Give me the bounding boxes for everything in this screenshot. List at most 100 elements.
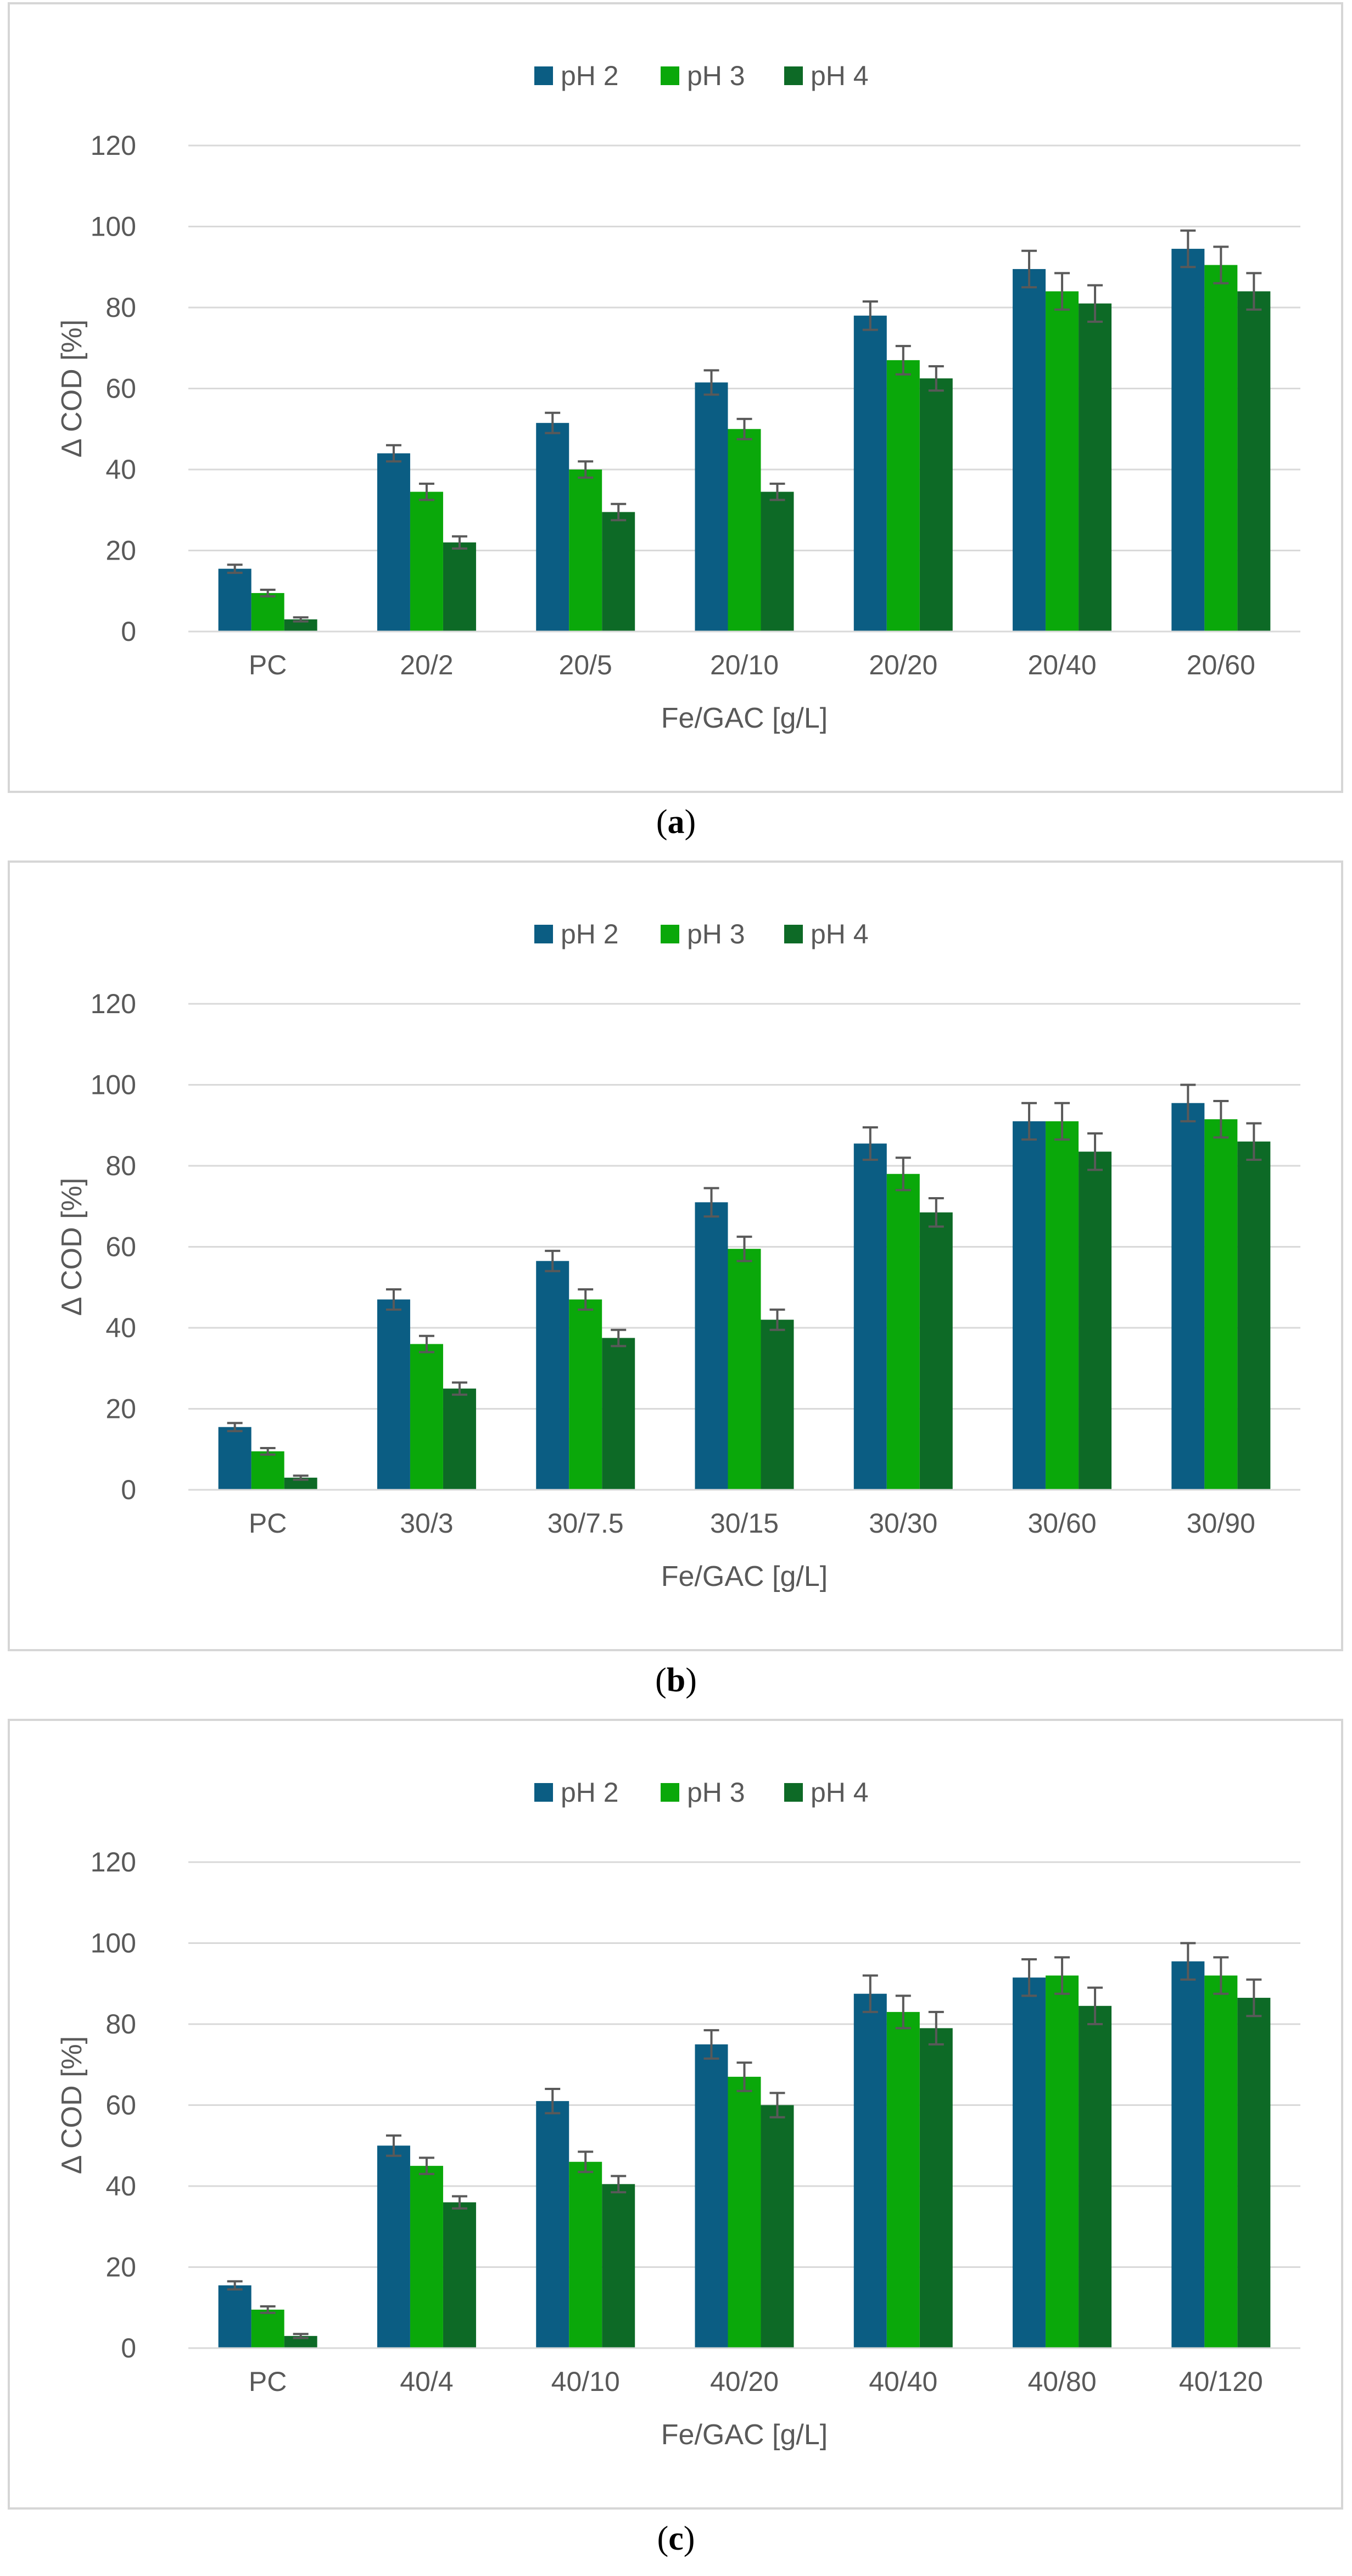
error-bar [260, 589, 276, 597]
x-axis-title: Fe/GAC [g/L] [661, 702, 828, 734]
panel-caption: (b) [655, 1662, 697, 1699]
y-tick-label: 80 [105, 2009, 136, 2039]
y-tick-label: 20 [105, 535, 136, 566]
error-bar [260, 1447, 276, 1456]
error-bar [928, 365, 944, 392]
chart-frame: 0 20 40 60 80 100 120 Δ COD [%] PC 40/4 40/10 40/20… [8, 1719, 1343, 2510]
error-bar [1246, 1122, 1262, 1161]
legend-item: pH 4 [784, 1777, 869, 1808]
bar [536, 1261, 569, 1490]
bar [853, 315, 887, 632]
error-bar [545, 2088, 561, 2115]
legend-label: pH 4 [811, 1777, 869, 1808]
legend-label: pH 3 [687, 1777, 745, 1808]
error-bar [1087, 1986, 1103, 2025]
error-bar [293, 2333, 309, 2339]
error-bar [386, 444, 401, 463]
x-tick-label: 40/40 [869, 2366, 937, 2397]
legend-swatch [534, 66, 553, 85]
error-bar [578, 2150, 594, 2173]
y-tick-label: 100 [91, 1928, 136, 1959]
bar [761, 1320, 794, 1490]
bar [218, 568, 252, 632]
x-tick-label: PC [249, 650, 287, 680]
x-tick-label: 30/15 [710, 1508, 779, 1539]
x-tick-label: 30/3 [400, 1508, 453, 1539]
bar [695, 1202, 728, 1490]
bar [602, 2184, 635, 2348]
chart-frame: 0 20 40 60 80 100 120 Δ COD [%] PC 30/3 30/7.5 30/1… [8, 860, 1343, 1651]
bar [218, 1427, 252, 1490]
x-tick-label: PC [249, 1508, 287, 1539]
bar [1013, 1121, 1046, 1490]
error-bar [928, 1197, 944, 1228]
error-bar [578, 460, 594, 479]
x-tick-label: 20/2 [400, 650, 453, 680]
legend-swatch [534, 1783, 553, 1802]
error-bar [386, 1288, 401, 1311]
legend-item: pH 2 [534, 919, 619, 949]
y-tick-label: 100 [91, 1070, 136, 1100]
legend-item: pH 3 [661, 60, 745, 91]
error-bar [451, 535, 467, 550]
error-bar [1054, 1956, 1070, 1995]
bar [410, 491, 443, 632]
bar [1079, 2005, 1112, 2348]
error-bar [1180, 1083, 1196, 1122]
bar [1046, 291, 1079, 632]
bar [919, 2028, 953, 2348]
legend-item: pH 3 [661, 1777, 745, 1808]
error-bar [736, 1236, 752, 1262]
error-bar [611, 2175, 627, 2194]
bar [443, 2202, 476, 2348]
bar [728, 2076, 761, 2348]
error-bar [418, 482, 434, 501]
bar [569, 470, 602, 632]
bar [284, 1477, 317, 1490]
error-bar [862, 300, 878, 331]
legend-item: pH 4 [784, 60, 869, 91]
legend-label: pH 3 [687, 919, 745, 949]
y-tick-label: 40 [105, 454, 136, 485]
legend-swatch [661, 1783, 679, 1802]
error-bar [386, 2134, 401, 2157]
y-tick-label: 120 [91, 1847, 136, 1877]
error-bar [545, 411, 561, 434]
bar [1204, 1975, 1238, 2348]
bar [410, 2166, 443, 2348]
bar [695, 382, 728, 632]
x-tick-label: 20/5 [559, 650, 612, 680]
bar [1046, 1975, 1079, 2348]
error-bar [736, 417, 752, 440]
y-tick-label: 120 [91, 988, 136, 1019]
error-bar [451, 2195, 467, 2210]
x-tick-label: 40/120 [1179, 2366, 1263, 2397]
y-tick-label: 0 [121, 1474, 136, 1505]
x-tick-label: 40/80 [1028, 2366, 1097, 2397]
error-bar [928, 2010, 944, 2046]
bar [1079, 1152, 1112, 1490]
legend-swatch [784, 66, 803, 85]
bar [1079, 303, 1112, 632]
x-tick-label: 20/60 [1187, 650, 1255, 680]
error-bar [611, 1328, 627, 1348]
x-tick-label: 40/10 [551, 2366, 620, 2397]
bar [569, 1299, 602, 1490]
legend-item: pH 3 [661, 919, 745, 949]
x-tick-label: 30/7.5 [547, 1508, 624, 1539]
bar [536, 423, 569, 632]
error-bar [1054, 1102, 1070, 1141]
bar [602, 1338, 635, 1490]
caption-letter: b [666, 1662, 686, 1699]
bar [886, 360, 920, 632]
bar [728, 1249, 761, 1490]
panel-caption: (a) [656, 803, 696, 841]
bar [377, 2145, 410, 2348]
chart-panel-a: 0 20 40 60 80 100 120 Δ COD [%] PC 20/2 20/5 20/10 2… [0, 0, 1352, 858]
error-bar [1180, 1942, 1196, 1981]
legend-label: pH 2 [561, 60, 619, 91]
legend-label: pH 4 [811, 919, 869, 949]
bar [218, 2285, 252, 2348]
bar [853, 1143, 887, 1490]
bar [410, 1344, 443, 1490]
